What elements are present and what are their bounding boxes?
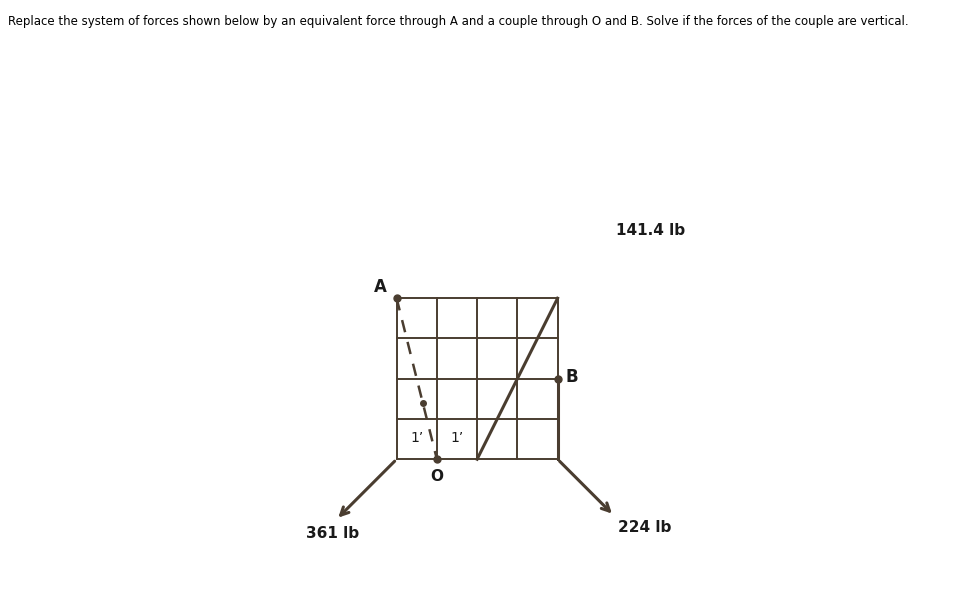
Text: 361 lb: 361 lb xyxy=(306,526,359,541)
Text: 224 lb: 224 lb xyxy=(618,520,671,535)
Text: A: A xyxy=(374,278,386,296)
Text: Replace the system of forces shown below by an equivalent force through A and a : Replace the system of forces shown below… xyxy=(8,15,908,28)
Text: 141.4 lb: 141.4 lb xyxy=(616,223,685,238)
Text: O: O xyxy=(431,469,443,484)
Text: 1’: 1’ xyxy=(451,431,463,445)
Text: B: B xyxy=(566,368,578,386)
Text: 1’: 1’ xyxy=(410,431,423,445)
